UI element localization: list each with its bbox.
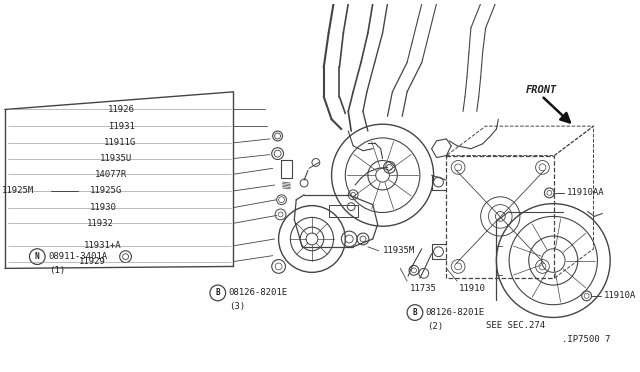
Text: 11910: 11910 <box>459 283 486 292</box>
Text: FRONT: FRONT <box>526 85 557 95</box>
Text: 11910AA: 11910AA <box>567 188 605 198</box>
Text: SEE SEC.274: SEE SEC.274 <box>486 321 545 330</box>
Text: (3): (3) <box>230 302 246 311</box>
Text: 11935U: 11935U <box>100 154 132 163</box>
Bar <box>446 155 554 278</box>
Text: 08126-8201E: 08126-8201E <box>426 308 485 317</box>
Text: 11735: 11735 <box>410 283 437 292</box>
Text: I1931: I1931 <box>108 122 135 131</box>
Text: 14077R: 14077R <box>95 170 127 179</box>
Text: 11911G: 11911G <box>104 138 136 147</box>
Text: .IP7500 7: .IP7500 7 <box>562 334 611 343</box>
Text: B: B <box>413 308 417 317</box>
Text: 11910A: 11910A <box>604 291 637 300</box>
Text: (1): (1) <box>49 266 65 275</box>
Text: 11926: 11926 <box>108 105 135 114</box>
Text: 11935M: 11935M <box>383 246 415 255</box>
Text: 08126-8201E: 08126-8201E <box>228 288 288 298</box>
Text: 11930: 11930 <box>90 203 117 212</box>
Text: (2): (2) <box>427 322 443 331</box>
Text: 11925G: 11925G <box>90 186 122 195</box>
Text: B: B <box>216 288 220 298</box>
Text: 11925M: 11925M <box>2 186 34 195</box>
Text: 08911-3401A: 08911-3401A <box>48 252 107 261</box>
Text: 11932: 11932 <box>87 219 114 228</box>
Text: N: N <box>35 252 40 261</box>
Text: 11931+A: 11931+A <box>83 241 121 250</box>
Text: 11929: 11929 <box>79 257 106 266</box>
